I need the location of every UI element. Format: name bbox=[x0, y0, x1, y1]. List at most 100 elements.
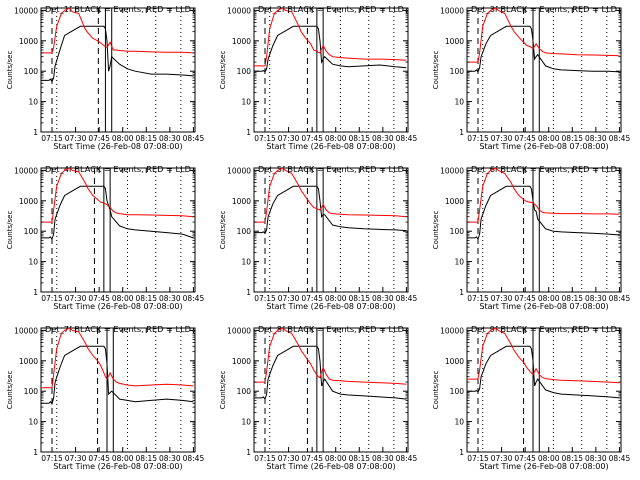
x-tick-label: 08:45 bbox=[609, 294, 631, 303]
series-line-lld bbox=[467, 328, 620, 384]
x-tick-label: 08:30 bbox=[585, 294, 607, 303]
series-line-events bbox=[41, 185, 194, 241]
y-axis-label: Counts/sec bbox=[6, 51, 14, 90]
panel-title: Det_1f BLACK = Events, RED = LLD bbox=[45, 4, 191, 14]
x-axis-label: Start Time (26-Feb-08 07:08:00) bbox=[53, 302, 182, 311]
plot-content bbox=[41, 8, 194, 132]
plot-content bbox=[254, 8, 407, 132]
x-tick-label: 08:00 bbox=[325, 134, 347, 143]
y-tick-label: 100 bbox=[237, 387, 252, 396]
plot-content bbox=[467, 8, 620, 132]
series-line-lld bbox=[254, 168, 407, 223]
x-tick-label: 08:15 bbox=[135, 134, 157, 143]
x-axis-label: Start Time (26-Feb-08 07:08:00) bbox=[266, 462, 395, 471]
plot-frame bbox=[253, 327, 409, 453]
x-tick-label: 08:45 bbox=[183, 294, 205, 303]
plot-frame bbox=[40, 327, 196, 453]
y-tick-label: 10 bbox=[28, 98, 38, 107]
x-tick-label: 08:45 bbox=[396, 134, 418, 143]
y-tick-label: 100 bbox=[24, 67, 39, 76]
x-tick-label: 07:30 bbox=[278, 294, 300, 303]
series-line-events bbox=[254, 185, 407, 235]
x-tick-label: 08:15 bbox=[348, 134, 370, 143]
plot-frame bbox=[40, 167, 196, 293]
x-tick-label: 07:30 bbox=[278, 454, 300, 463]
x-tick-label: 08:00 bbox=[538, 454, 560, 463]
plot-content bbox=[254, 328, 407, 452]
plot-frame bbox=[466, 327, 622, 453]
x-tick-label: 07:15 bbox=[254, 294, 276, 303]
plot-content bbox=[467, 168, 620, 292]
panel-title: Det_7f BLACK = Events, RED = LLD bbox=[45, 324, 191, 334]
x-tick-label: 08:00 bbox=[112, 454, 134, 463]
y-tick-label: 1000 bbox=[445, 357, 464, 366]
x-tick-label: 07:45 bbox=[88, 134, 110, 143]
y-tick-label: 10000 bbox=[440, 326, 464, 335]
x-tick-label: 07:15 bbox=[467, 134, 489, 143]
plot-frame bbox=[253, 7, 409, 133]
x-tick-label: 07:30 bbox=[65, 134, 87, 143]
panel-title: Det_6f BLACK = Events, RED = LLD bbox=[471, 164, 617, 174]
y-tick-label: 10 bbox=[241, 258, 251, 267]
y-tick-label: 10 bbox=[241, 418, 251, 427]
panel-title: Det_9f BLACK = Events, RED = LLD bbox=[471, 324, 617, 334]
x-tick-label: 08:15 bbox=[348, 294, 370, 303]
y-tick-label: 10 bbox=[28, 418, 38, 427]
x-tick-label: 07:45 bbox=[88, 294, 110, 303]
y-tick-label: 1 bbox=[246, 128, 251, 137]
panel-title: Det_2f BLACK = Events, RED = LLD bbox=[258, 4, 404, 14]
x-tick-label: 08:15 bbox=[561, 294, 583, 303]
y-tick-label: 100 bbox=[24, 227, 39, 236]
x-tick-label: 08:45 bbox=[183, 454, 205, 463]
panel-title: Det_5f BLACK = Events, RED = LLD bbox=[258, 164, 404, 174]
plot-frame bbox=[40, 7, 196, 133]
series-line-events bbox=[254, 345, 407, 401]
x-tick-label: 08:45 bbox=[396, 454, 418, 463]
y-tick-label: 100 bbox=[237, 227, 252, 236]
series-line-lld bbox=[467, 168, 620, 223]
x-tick-label: 08:30 bbox=[585, 134, 607, 143]
series-line-events bbox=[254, 25, 407, 73]
y-tick-label: 100 bbox=[24, 387, 39, 396]
series-line-lld bbox=[41, 328, 194, 389]
y-tick-label: 10 bbox=[454, 418, 464, 427]
x-tick-label: 08:15 bbox=[561, 134, 583, 143]
x-tick-label: 08:30 bbox=[372, 134, 394, 143]
x-tick-label: 07:30 bbox=[491, 294, 513, 303]
y-tick-label: 10 bbox=[454, 258, 464, 267]
y-tick-label: 1000 bbox=[19, 37, 38, 46]
series-line-lld bbox=[41, 168, 194, 223]
y-axis-label: Counts/sec bbox=[219, 211, 227, 250]
panel-title: Det_8f BLACK = Events, RED = LLD bbox=[258, 324, 404, 334]
x-tick-label: 07:30 bbox=[65, 294, 87, 303]
y-tick-label: 10000 bbox=[227, 6, 251, 15]
x-tick-label: 07:15 bbox=[254, 134, 276, 143]
x-tick-label: 07:15 bbox=[41, 454, 63, 463]
x-axis-label: Start Time (26-Feb-08 07:08:00) bbox=[266, 302, 395, 311]
series-line-lld bbox=[254, 328, 407, 385]
x-axis-label: Start Time (26-Feb-08 07:08:00) bbox=[479, 142, 608, 151]
y-axis-label: Counts/sec bbox=[432, 211, 440, 250]
x-tick-label: 07:45 bbox=[514, 294, 536, 303]
y-axis-label: Counts/sec bbox=[219, 51, 227, 90]
x-tick-label: 08:00 bbox=[538, 294, 560, 303]
y-tick-label: 1000 bbox=[445, 197, 464, 206]
panel-5: Det_5f BLACK = Events, RED = LLD 07:15 07:… bbox=[219, 164, 417, 311]
y-tick-label: 10000 bbox=[227, 166, 251, 175]
y-tick-label: 1 bbox=[459, 448, 464, 457]
x-tick-label: 08:00 bbox=[325, 294, 347, 303]
x-axis-label: Start Time (26-Feb-08 07:08:00) bbox=[53, 462, 182, 471]
x-tick-label: 07:15 bbox=[467, 454, 489, 463]
y-tick-label: 1000 bbox=[232, 357, 251, 366]
plot-content bbox=[467, 328, 620, 452]
x-tick-label: 08:15 bbox=[135, 294, 157, 303]
x-tick-label: 07:15 bbox=[467, 294, 489, 303]
y-tick-label: 100 bbox=[237, 67, 252, 76]
x-tick-label: 08:30 bbox=[159, 454, 181, 463]
x-axis-label: Start Time (26-Feb-08 07:08:00) bbox=[479, 302, 608, 311]
y-tick-label: 10000 bbox=[440, 6, 464, 15]
y-tick-label: 100 bbox=[450, 227, 465, 236]
